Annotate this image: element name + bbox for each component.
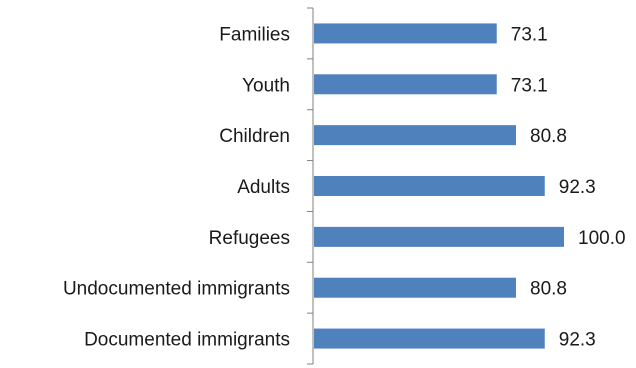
bar bbox=[314, 176, 545, 196]
value-labels: 73.1 73.1 80.8 92.3 100.0 80.8 92.3 bbox=[511, 24, 626, 350]
category-label: Refugees bbox=[209, 228, 290, 249]
category-label: Undocumented immigrants bbox=[63, 279, 290, 300]
category-label: Documented immigrants bbox=[84, 330, 290, 351]
category-label: Youth bbox=[242, 75, 290, 96]
bar bbox=[314, 74, 497, 95]
value-label: 100.0 bbox=[578, 228, 626, 249]
value-label: 92.3 bbox=[559, 177, 596, 198]
bar bbox=[314, 328, 545, 349]
value-label: 73.1 bbox=[511, 24, 548, 45]
bar bbox=[314, 23, 497, 44]
category-label: Families bbox=[219, 24, 290, 45]
value-label: 92.3 bbox=[559, 330, 596, 351]
bar bbox=[314, 125, 516, 146]
bars bbox=[314, 23, 564, 349]
category-axis-ticks bbox=[307, 7, 313, 365]
value-label: 80.8 bbox=[530, 279, 567, 300]
value-label: 80.8 bbox=[530, 126, 567, 147]
value-label: 73.1 bbox=[511, 75, 548, 96]
bar bbox=[314, 226, 564, 247]
category-label: Adults bbox=[237, 177, 290, 198]
bar bbox=[314, 277, 516, 298]
category-labels: Families Youth Children Adults Refugees Undoc… bbox=[63, 24, 290, 350]
category-label: Children bbox=[219, 126, 290, 147]
